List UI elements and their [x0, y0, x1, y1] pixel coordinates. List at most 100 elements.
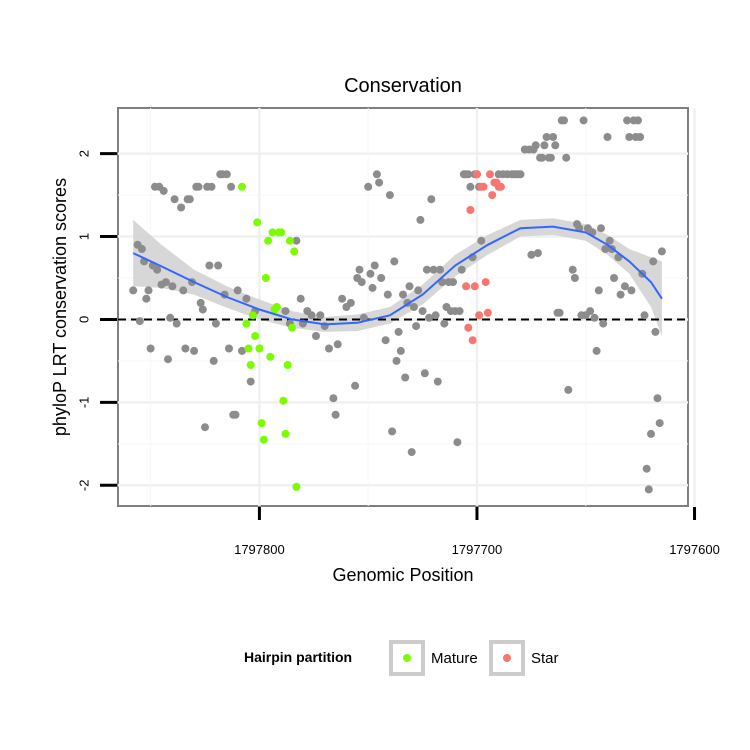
data-point-other	[292, 236, 301, 245]
x-tick-label: 1797800	[234, 542, 285, 557]
data-point-other	[377, 274, 386, 282]
data-point-mature	[242, 319, 251, 328]
data-point-other	[533, 249, 542, 258]
data-point-other	[242, 294, 251, 303]
data-point-mature	[244, 344, 253, 353]
data-point-other	[429, 265, 438, 274]
data-point-other	[364, 182, 373, 191]
data-point-other	[549, 133, 558, 141]
data-point-other	[453, 438, 462, 447]
x-axis: 1797800 1797700 1797600	[234, 507, 720, 557]
points-layer	[129, 116, 666, 494]
data-point-other	[385, 191, 394, 200]
data-point-other	[153, 265, 162, 274]
data-point-other	[168, 282, 177, 291]
data-point-other	[605, 236, 614, 245]
legend-key-mature	[403, 654, 411, 662]
smooth-line	[132, 225, 663, 326]
legend: Hairpin partition Mature Star	[244, 640, 559, 676]
data-point-mature	[283, 361, 292, 369]
x-tick-label: 1797700	[452, 542, 503, 557]
data-point-other	[346, 298, 355, 307]
data-point-other	[144, 286, 153, 295]
y-tick-label: -1	[76, 397, 91, 409]
confidence-band	[133, 218, 662, 336]
data-point-other	[657, 247, 666, 256]
data-point-other	[209, 356, 218, 365]
data-point-other	[383, 290, 392, 299]
data-point-star	[475, 311, 484, 320]
y-tick-label: 2	[77, 150, 92, 157]
data-point-other	[644, 485, 653, 494]
data-point-other	[422, 265, 431, 274]
data-point-other	[416, 215, 425, 224]
data-point-other	[316, 311, 325, 320]
data-point-other	[205, 261, 214, 270]
plot-area	[117, 107, 696, 507]
y-axis: -2 -1 0 1 2	[76, 150, 117, 491]
data-point-other	[610, 274, 618, 282]
data-point-other	[137, 245, 146, 253]
y-axis-label: phyloP LRT conservation scores	[50, 178, 70, 436]
data-point-star	[466, 206, 475, 214]
data-point-other	[555, 308, 564, 317]
data-point-other	[655, 419, 664, 428]
data-point-other	[338, 294, 347, 303]
data-point-other	[464, 170, 473, 179]
data-point-mature	[285, 236, 294, 245]
data-point-mature	[251, 332, 260, 340]
data-point-mature	[257, 419, 266, 428]
data-point-other	[333, 340, 342, 349]
data-point-other	[357, 278, 366, 287]
data-point-other	[649, 257, 658, 266]
data-point-other	[201, 423, 209, 432]
data-point-mature	[266, 352, 275, 361]
data-point-other	[190, 346, 199, 355]
data-point-other	[546, 153, 555, 162]
data-point-other	[142, 294, 151, 303]
data-point-other	[597, 224, 605, 233]
legend-items: Mature Star	[389, 640, 559, 676]
data-point-other	[161, 278, 170, 287]
data-point-mature	[292, 482, 301, 491]
x-axis-label: Genomic Position	[332, 565, 473, 585]
data-point-star	[462, 282, 471, 291]
data-point-other	[642, 464, 651, 473]
data-point-other	[159, 186, 168, 195]
chart-title: Conservation	[344, 75, 462, 97]
data-point-other	[449, 278, 457, 287]
data-point-other	[392, 356, 401, 365]
data-point-other	[351, 381, 360, 390]
data-point-other	[129, 286, 138, 295]
data-point-other	[616, 290, 625, 299]
data-point-other	[222, 170, 231, 179]
data-point-star	[468, 336, 477, 345]
data-point-other	[407, 448, 416, 457]
data-point-other	[568, 265, 577, 274]
data-point-other	[396, 346, 405, 355]
data-point-mature	[255, 344, 264, 353]
data-point-star	[483, 308, 492, 317]
data-point-other	[390, 257, 399, 266]
data-point-other	[368, 283, 377, 292]
data-point-other	[164, 355, 172, 364]
data-point-other	[466, 182, 475, 191]
data-point-other	[214, 261, 223, 270]
smooth-line-layer	[132, 225, 663, 326]
data-point-other	[405, 282, 414, 291]
data-point-other	[325, 344, 333, 353]
data-point-other	[418, 307, 427, 316]
data-point-mature	[290, 247, 299, 256]
data-point-mature	[238, 182, 246, 191]
data-point-other	[381, 336, 390, 345]
data-point-other	[312, 332, 320, 340]
data-point-other	[227, 182, 236, 191]
data-point-other	[433, 377, 442, 386]
data-point-other	[620, 282, 629, 291]
data-point-other	[436, 265, 444, 274]
data-point-other	[640, 311, 649, 320]
data-point-other	[231, 410, 240, 419]
data-point-other	[329, 394, 338, 403]
data-point-other	[653, 394, 662, 403]
data-point-mature	[253, 218, 262, 227]
